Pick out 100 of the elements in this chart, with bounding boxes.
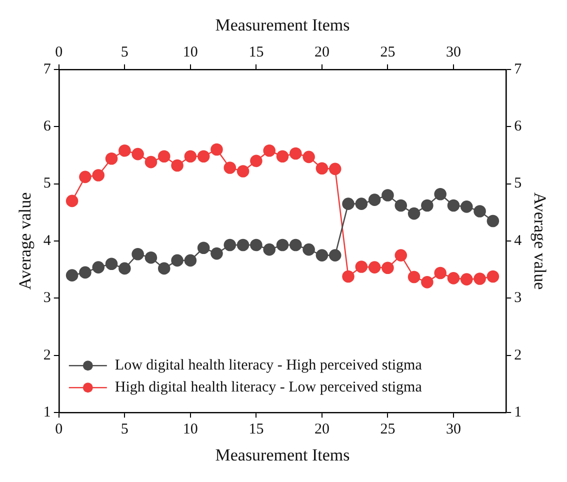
point — [210, 143, 223, 156]
x-tick-label: 25 — [380, 422, 396, 438]
x-tick-label: 15 — [248, 422, 264, 438]
point — [394, 249, 408, 262]
point — [184, 150, 197, 162]
point — [66, 269, 78, 282]
x-tick-label: 10 — [182, 422, 198, 438]
point — [224, 162, 236, 174]
point — [276, 238, 289, 252]
y-tick-label: 6 — [43, 118, 52, 135]
point — [316, 249, 328, 262]
point — [184, 254, 197, 267]
y2-tick-label: 3 — [514, 290, 522, 306]
point — [434, 266, 446, 280]
point — [132, 148, 144, 160]
point — [408, 270, 420, 284]
point — [447, 272, 460, 284]
point — [447, 199, 460, 212]
point — [486, 270, 500, 283]
y2-tick-label: 4 — [514, 232, 522, 249]
x2-tick-label: 0 — [55, 44, 63, 60]
point — [171, 254, 184, 267]
legend-label: High digital health literacy - Low perceived stigma — [114, 380, 422, 396]
point — [210, 247, 223, 260]
point — [118, 144, 131, 157]
point — [197, 242, 210, 254]
point — [486, 214, 500, 228]
point — [263, 144, 276, 157]
point — [197, 150, 210, 162]
point — [421, 276, 434, 288]
x2-tick-label: 20 — [314, 44, 330, 60]
x2-axis-title: Measurement Items — [215, 16, 350, 35]
point — [434, 188, 446, 200]
y-tick-label: 5 — [43, 176, 51, 192]
point — [302, 243, 315, 256]
point — [158, 262, 170, 275]
point — [328, 249, 342, 262]
point — [236, 165, 250, 178]
point — [342, 270, 354, 283]
point — [132, 248, 144, 260]
y-axis-title: Average value — [16, 192, 35, 290]
point — [144, 156, 158, 168]
y-tick-label: 2 — [43, 347, 51, 364]
point — [460, 273, 473, 286]
point — [158, 150, 170, 162]
point — [79, 170, 92, 184]
point — [66, 194, 78, 208]
legend-label: Low digital health literacy - High perceived stigma — [114, 358, 422, 374]
point — [421, 199, 434, 212]
point — [236, 238, 250, 252]
point — [474, 205, 486, 218]
point — [382, 189, 394, 202]
point — [355, 260, 368, 273]
y2-tick-label: 2 — [514, 347, 522, 364]
point — [276, 150, 289, 162]
y-tick-label: 3 — [43, 290, 51, 306]
x2-tick-label: 5 — [120, 44, 128, 60]
point — [368, 194, 381, 206]
point — [171, 159, 184, 172]
y2-tick-label: 5 — [514, 176, 522, 192]
point — [316, 162, 328, 175]
point — [250, 238, 262, 252]
point — [144, 251, 158, 264]
point — [105, 258, 118, 270]
x-tick-label: 20 — [314, 422, 330, 438]
point — [382, 262, 394, 274]
y-tick-label: 7 — [43, 61, 52, 78]
x2-tick-label: 10 — [182, 44, 198, 60]
point — [290, 147, 302, 160]
point — [355, 198, 368, 210]
y-tick-label: 4 — [43, 232, 52, 249]
point — [105, 152, 118, 165]
x2-tick-label: 30 — [446, 44, 461, 60]
y2-axis-title: Average value — [530, 192, 550, 290]
point — [460, 200, 473, 213]
y2-tick-label: 7 — [514, 61, 522, 78]
x2-tick-label: 15 — [248, 44, 264, 60]
x-tick-label: 30 — [446, 422, 461, 438]
y-tick-label: 1 — [43, 404, 51, 421]
point — [250, 154, 262, 168]
y2-tick-label: 6 — [514, 118, 522, 135]
point — [474, 272, 486, 285]
x-tick-label: 5 — [120, 422, 128, 438]
point — [368, 261, 381, 274]
point — [263, 243, 276, 256]
point — [79, 266, 92, 279]
point — [408, 207, 420, 220]
x2-tick-label: 25 — [380, 44, 396, 60]
point — [118, 262, 131, 275]
point — [224, 238, 236, 252]
point — [302, 150, 315, 164]
point — [342, 198, 354, 210]
point — [92, 261, 105, 274]
point — [92, 169, 105, 182]
point — [394, 199, 408, 212]
point — [328, 162, 342, 176]
x-tick-label: 0 — [55, 422, 63, 438]
x-axis-title: Measurement Items — [215, 445, 350, 464]
point — [290, 238, 302, 252]
y2-tick-label: 1 — [514, 404, 522, 421]
